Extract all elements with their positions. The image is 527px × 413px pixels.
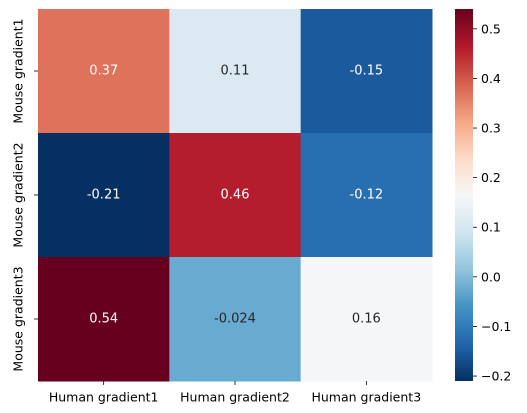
- cell-value-label: -0.12: [350, 188, 384, 203]
- y-tick-label: Mouse gradient1: [11, 18, 26, 123]
- cell-value-label: 0.37: [89, 64, 118, 79]
- cell-value-label: 0.46: [221, 188, 250, 203]
- cell-value-label: -0.15: [350, 64, 384, 79]
- heatmap-cell: [38, 9, 170, 134]
- heatmap-cell: [300, 133, 433, 258]
- colorbar: [455, 9, 473, 381]
- x-tick-label: Human gradient3: [311, 390, 421, 405]
- colorbar-tick-label: 0.2: [481, 170, 501, 185]
- heatmap-cell: [169, 9, 302, 134]
- colorbar-tick-label: −0.1: [481, 319, 511, 334]
- heatmap-cell: [38, 133, 170, 258]
- y-axis-ticks: Mouse gradient1 Mouse gradient2 Mouse grad…: [11, 18, 38, 372]
- heatmap-cell: [169, 133, 302, 258]
- colorbar-tick-label: 0.3: [481, 121, 501, 136]
- x-axis-ticks: Human gradient1 Human gradient2 Human grad…: [49, 381, 421, 405]
- y-tick-label: Mouse gradient2: [11, 142, 26, 247]
- x-tick-label: Human gradient2: [180, 390, 290, 405]
- cell-value-label: 0.11: [221, 64, 250, 79]
- heatmap-cells: [38, 9, 433, 382]
- cell-value-label: 0.54: [89, 312, 118, 327]
- colorbar-tick-label: 0.5: [481, 21, 501, 36]
- colorbar-tick-label: 0.1: [481, 220, 501, 235]
- colorbar-tick-label: −0.2: [481, 369, 511, 384]
- heatmap-cell: [169, 257, 302, 382]
- cell-value-label: -0.21: [87, 188, 121, 203]
- cell-value-label: -0.024: [214, 312, 256, 327]
- cell-value-label: 0.16: [352, 312, 381, 327]
- colorbar-ticks: 0.5 0.4 0.3 0.2 0.1 0.0 −0.1 −0.2: [473, 21, 511, 384]
- heatmap-cell: [38, 257, 170, 382]
- colorbar-tick-label: 0.4: [481, 71, 501, 86]
- colorbar-tick-label: 0.0: [481, 269, 501, 284]
- heatmap-cell: [300, 9, 433, 134]
- cell-labels: 0.37 0.11 -0.15 -0.21 0.46 -0.12 0.54 -0.024 0.1…: [87, 64, 383, 327]
- y-tick-label: Mouse gradient3: [11, 266, 26, 371]
- x-tick-label: Human gradient1: [49, 390, 159, 405]
- heatmap-cell: [300, 257, 433, 382]
